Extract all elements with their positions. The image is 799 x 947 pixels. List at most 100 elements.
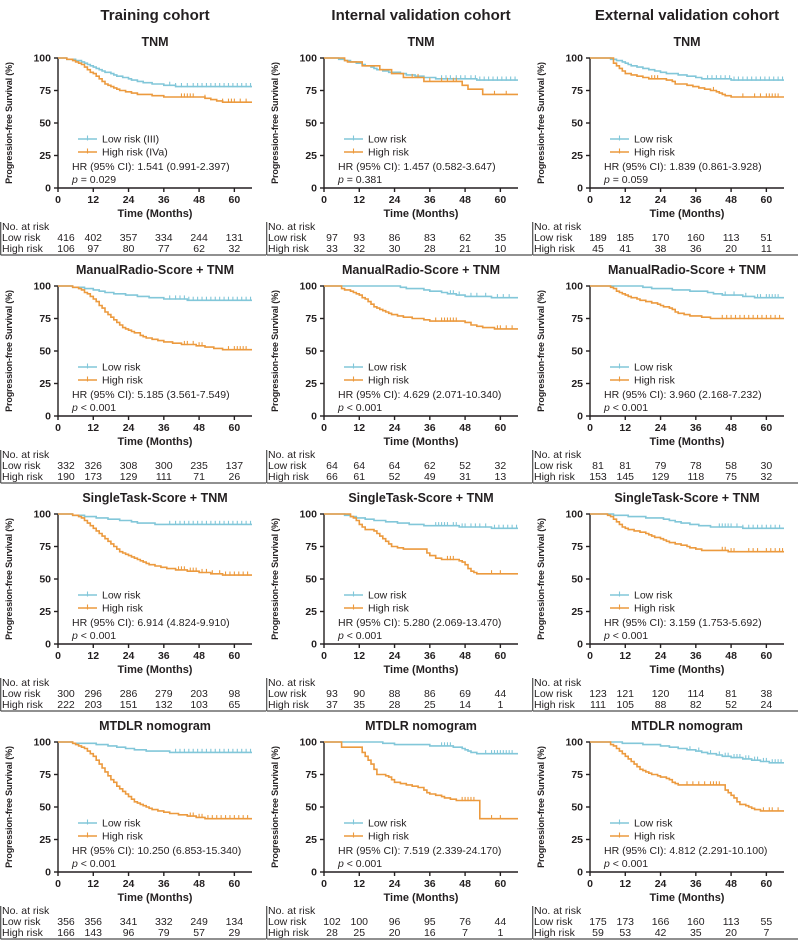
- y-tick-label: 75: [39, 85, 51, 97]
- km-panel-0: TNM Progression-free Survival (%) 0 25 50 75 1…: [0, 30, 266, 258]
- x-axis-label: Time (Months): [650, 436, 725, 448]
- x-tick-label: 12: [619, 878, 631, 890]
- y-tick-label: 75: [39, 769, 51, 781]
- high-risk-count: 96: [123, 927, 135, 939]
- y-tick-label: 75: [571, 541, 583, 553]
- column-header-training: Training cohort: [100, 7, 210, 24]
- km-panel-4: ManualRadio-Score + TNM Progression-free …: [266, 258, 532, 486]
- p-value-text: p < 0.001: [337, 402, 382, 414]
- low-risk-count: 123: [589, 688, 607, 700]
- hr-text: HR (95% CI): 6.914 (4.824-9.910): [72, 617, 230, 629]
- high-risk-row-label: High risk: [2, 243, 44, 255]
- y-tick-label: 0: [45, 867, 51, 879]
- hr-text: HR (95% CI): 10.250 (6.853-15.340): [72, 845, 241, 857]
- p-value-text: p < 0.001: [337, 858, 382, 870]
- x-tick-label: 12: [87, 422, 99, 434]
- x-tick-label: 24: [655, 422, 667, 434]
- high-risk-count: 106: [57, 243, 75, 255]
- x-tick-label: 0: [55, 878, 61, 890]
- high-risk-count: 7: [462, 927, 468, 939]
- x-tick-label: 24: [389, 194, 401, 206]
- km-plot-10: MTDLR nomogram Progression-free Survival …: [266, 719, 532, 940]
- p-value-text: p < 0.001: [71, 630, 116, 642]
- risk-table-header: No. at risk: [534, 905, 582, 917]
- x-tick-label: 48: [459, 422, 471, 434]
- risk-table-header: No. at risk: [2, 221, 50, 233]
- km-plot-11: MTDLR nomogram Progression-free Survival …: [532, 719, 798, 940]
- high-risk-row-label: High risk: [534, 243, 576, 255]
- high-risk-count: 32: [761, 471, 773, 483]
- x-tick-label: 48: [459, 194, 471, 206]
- x-tick-label: 12: [353, 878, 365, 890]
- low-risk-row-label: Low risk: [534, 232, 573, 244]
- low-risk-count: 44: [495, 688, 507, 700]
- y-tick-label: 25: [39, 606, 51, 618]
- panel-title: MTDLR nomogram: [631, 719, 743, 733]
- x-tick-label: 0: [321, 422, 327, 434]
- km-plot-9: MTDLR nomogram Progression-free Survival …: [0, 719, 266, 940]
- x-tick-label: 0: [587, 650, 593, 662]
- y-axis-label: Progression-free Survival (%): [536, 518, 546, 640]
- x-tick-label: 48: [193, 422, 205, 434]
- low-risk-count: 62: [459, 232, 471, 244]
- high-risk-curve: [324, 741, 518, 820]
- low-risk-row-label: Low risk: [534, 916, 573, 928]
- y-axis-label: Progression-free Survival (%): [4, 518, 14, 640]
- p-value-text: p < 0.001: [603, 630, 648, 642]
- y-tick-label: 100: [33, 281, 51, 293]
- km-panel-6: SingleTask-Score + TNM Progression-free S…: [0, 486, 266, 714]
- x-tick-label: 60: [761, 650, 773, 662]
- low-risk-count: 402: [85, 232, 103, 244]
- x-tick-label: 12: [87, 878, 99, 890]
- high-risk-count: 13: [495, 471, 507, 483]
- low-risk-count: 185: [617, 232, 635, 244]
- y-tick-label: 25: [305, 378, 317, 390]
- high-risk-count: 21: [459, 243, 471, 255]
- x-tick-label: 12: [87, 194, 99, 206]
- x-tick-label: 24: [389, 650, 401, 662]
- high-risk-count: 59: [592, 927, 604, 939]
- y-axis-label: Progression-free Survival (%): [270, 518, 280, 640]
- x-tick-label: 60: [229, 194, 241, 206]
- y-tick-label: 25: [305, 606, 317, 618]
- x-tick-label: 12: [353, 194, 365, 206]
- y-tick-label: 0: [45, 639, 51, 651]
- x-axis-label: Time (Months): [384, 436, 459, 448]
- p-value-text: p < 0.001: [71, 402, 116, 414]
- high-risk-count: 33: [326, 243, 338, 255]
- low-risk-count: 35: [495, 232, 507, 244]
- low-risk-count: 30: [761, 460, 773, 472]
- low-risk-count: 300: [57, 688, 75, 700]
- legend-high-label: High risk: [634, 375, 676, 387]
- risk-table-header: No. at risk: [534, 221, 582, 233]
- high-risk-count: 35: [690, 927, 702, 939]
- high-risk-count: 10: [495, 243, 507, 255]
- x-axis-label: Time (Months): [118, 892, 193, 904]
- risk-table-header: No. at risk: [534, 677, 582, 689]
- high-risk-count: 36: [690, 243, 702, 255]
- y-tick-label: 25: [571, 606, 583, 618]
- low-risk-count: 81: [725, 688, 737, 700]
- y-axis-label: Progression-free Survival (%): [536, 62, 546, 184]
- low-risk-count: 121: [617, 688, 635, 700]
- low-risk-count: 38: [761, 688, 773, 700]
- high-risk-count: 61: [353, 471, 365, 483]
- high-risk-count: 173: [85, 471, 103, 483]
- y-tick-label: 25: [39, 834, 51, 846]
- low-risk-curve: [324, 285, 518, 299]
- y-tick-label: 100: [565, 281, 583, 293]
- low-risk-curve: [58, 741, 252, 754]
- low-risk-row-label: Low risk: [2, 916, 41, 928]
- x-tick-label: 24: [123, 422, 135, 434]
- high-risk-count: 1: [497, 699, 503, 711]
- x-tick-label: 36: [690, 422, 702, 434]
- y-tick-label: 50: [39, 802, 51, 814]
- low-risk-count: 52: [459, 460, 471, 472]
- y-tick-label: 100: [299, 737, 317, 749]
- legend-low-label: Low risk: [634, 590, 673, 602]
- high-risk-count: 37: [326, 699, 338, 711]
- low-risk-count: 64: [389, 460, 401, 472]
- y-tick-label: 25: [571, 834, 583, 846]
- y-tick-label: 100: [33, 737, 51, 749]
- x-tick-label: 0: [321, 194, 327, 206]
